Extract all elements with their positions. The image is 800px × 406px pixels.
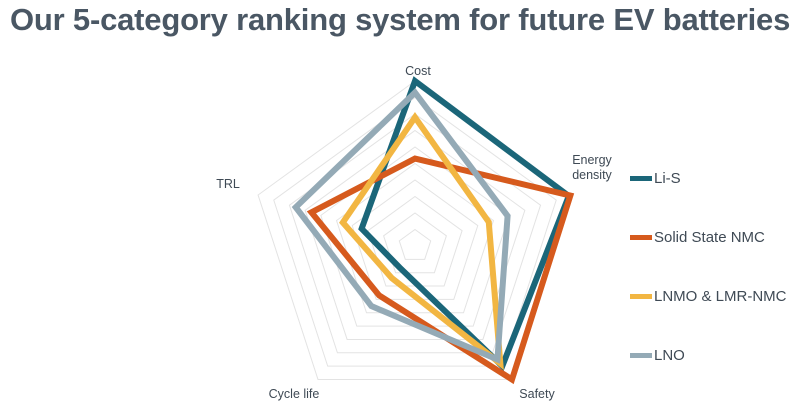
legend-label: LNO <box>654 347 685 364</box>
legend-label: Solid State NMC <box>654 229 765 246</box>
series-lno <box>291 88 511 364</box>
grid-ring <box>383 212 447 274</box>
grid-ring <box>273 96 557 367</box>
axis-label-safety: Safety <box>519 387 555 401</box>
axis-label-energy-density: Energy density <box>572 153 612 182</box>
legend-swatch <box>630 353 652 358</box>
legend-label: Li-S <box>654 170 681 187</box>
axis-label-trl: TRL <box>216 177 240 191</box>
grid-ring <box>304 129 526 340</box>
legend-swatch <box>630 176 652 181</box>
grid-ring <box>398 228 432 260</box>
series-lnmo-lmr-nmc <box>339 112 504 371</box>
legend-item: Li-S <box>630 170 681 187</box>
series-solid-state-nmc <box>306 155 575 385</box>
legend-item: Solid State NMC <box>630 229 765 246</box>
legend-item: LNMO & LMR-NMC <box>630 288 787 305</box>
page-title: Our 5-category ranking system for future… <box>10 2 791 37</box>
legend-item: LNO <box>630 347 685 364</box>
legend-label: LNMO & LMR-NMC <box>654 288 787 305</box>
axis-label-cycle-life: Cycle life <box>269 387 320 401</box>
legend-swatch <box>630 235 652 240</box>
axis-label-cost: Cost <box>405 64 431 78</box>
legend-swatch <box>630 294 652 299</box>
series-li-s <box>358 76 573 372</box>
